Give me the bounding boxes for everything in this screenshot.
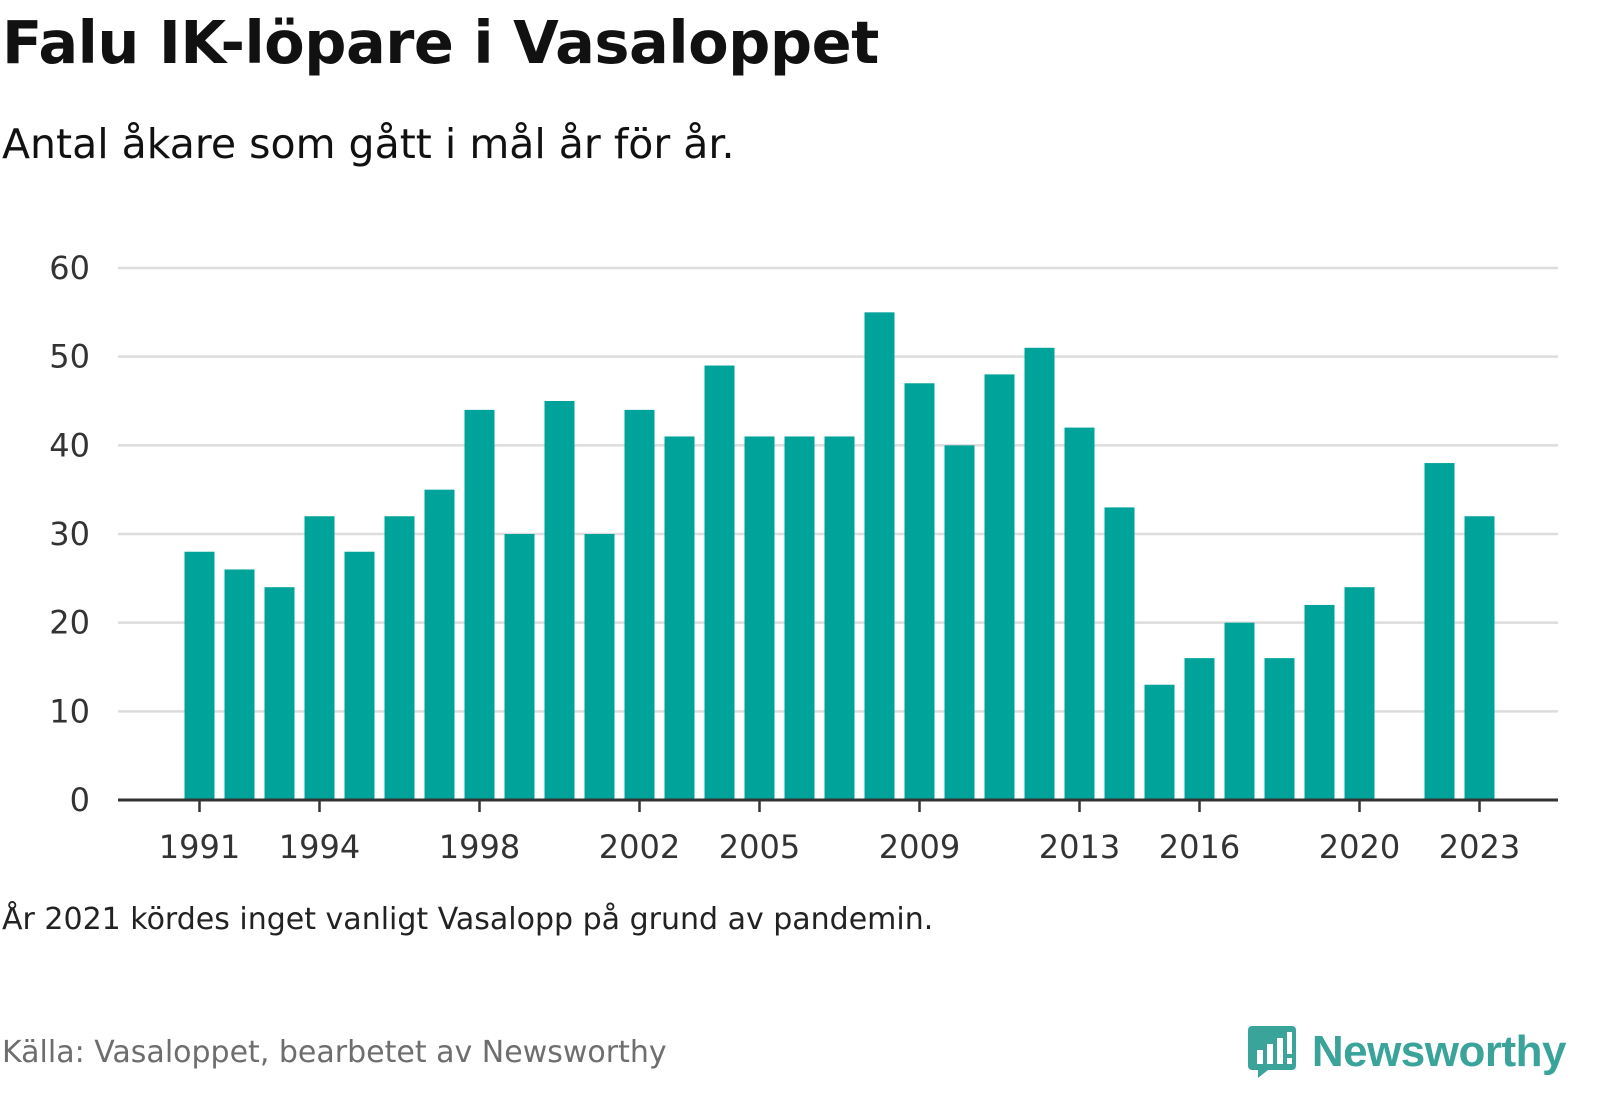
bar-1996	[384, 516, 415, 800]
bar-chart: 0 10 20 30 40 50 60 1991 1994 1998 2002 2005 2009 201…	[49, 249, 1558, 866]
chart-title: Falu IK-löpare i Vasaloppet	[2, 8, 879, 77]
bar-2004	[704, 365, 735, 800]
bar-2015	[1144, 684, 1175, 800]
x-tick-label: 2002	[599, 828, 680, 866]
y-tick-label: 40	[49, 426, 90, 464]
bar-2013	[1064, 427, 1095, 800]
y-tick-label: 20	[49, 604, 90, 642]
bar-1994	[304, 516, 335, 800]
y-tick-label: 30	[49, 515, 90, 553]
source-credit: Källa: Vasaloppet, bearbetet av Newswort…	[2, 1035, 667, 1070]
x-tick-label: 2009	[879, 828, 960, 866]
bar-2018	[1264, 658, 1295, 800]
bar-chart-speech-bubble-icon	[1247, 1026, 1296, 1078]
x-tick-label: 1994	[279, 828, 360, 866]
bar-2000	[544, 401, 575, 800]
bar-1997	[424, 489, 455, 800]
bar-2007	[824, 436, 855, 800]
x-tick-label: 1998	[439, 828, 520, 866]
bar-2010	[944, 445, 975, 800]
bar-2002	[624, 409, 655, 800]
bar-1999	[504, 534, 535, 800]
bar-1991	[184, 551, 215, 800]
y-tick-label: 0	[70, 781, 90, 819]
x-tick-label: 1991	[159, 828, 240, 866]
bar-2012	[1024, 347, 1055, 800]
brand-name: Newsworthy	[1311, 1027, 1567, 1076]
y-tick-label: 60	[49, 249, 90, 287]
x-tick-label: 2020	[1319, 828, 1400, 866]
bar-2001	[584, 534, 615, 800]
bar-2020	[1344, 587, 1375, 800]
bar-2003	[664, 436, 695, 800]
bar-2019	[1304, 604, 1335, 800]
bar-2016	[1184, 658, 1215, 800]
newsworthy-logo[interactable]: Newsworthy	[1246, 1024, 1567, 1080]
x-tick-label: 2013	[1039, 828, 1120, 866]
chart-note: År 2021 kördes inget vanligt Vasalopp på…	[2, 902, 934, 937]
chart-subtitle: Antal åkare som gått i mål år för år.	[2, 120, 735, 168]
y-tick-label: 50	[49, 338, 90, 376]
bar-2023	[1464, 516, 1495, 800]
bar-2011	[984, 374, 1015, 800]
bar-1995	[344, 551, 375, 800]
bar-2014	[1104, 507, 1135, 800]
bar-2017	[1224, 622, 1255, 800]
bar-2005	[744, 436, 775, 800]
x-tick-label: 2023	[1439, 828, 1520, 866]
bar-1993	[264, 587, 295, 800]
x-tick-label: 2005	[719, 828, 800, 866]
bar-1992	[224, 569, 255, 800]
bar-2006	[784, 436, 815, 800]
y-tick-label: 10	[49, 692, 90, 730]
bar-1998	[464, 409, 495, 800]
x-tick-label: 2016	[1159, 828, 1240, 866]
bar-2009	[904, 383, 935, 800]
bar-2008	[864, 312, 895, 800]
bar-2022	[1424, 463, 1455, 800]
